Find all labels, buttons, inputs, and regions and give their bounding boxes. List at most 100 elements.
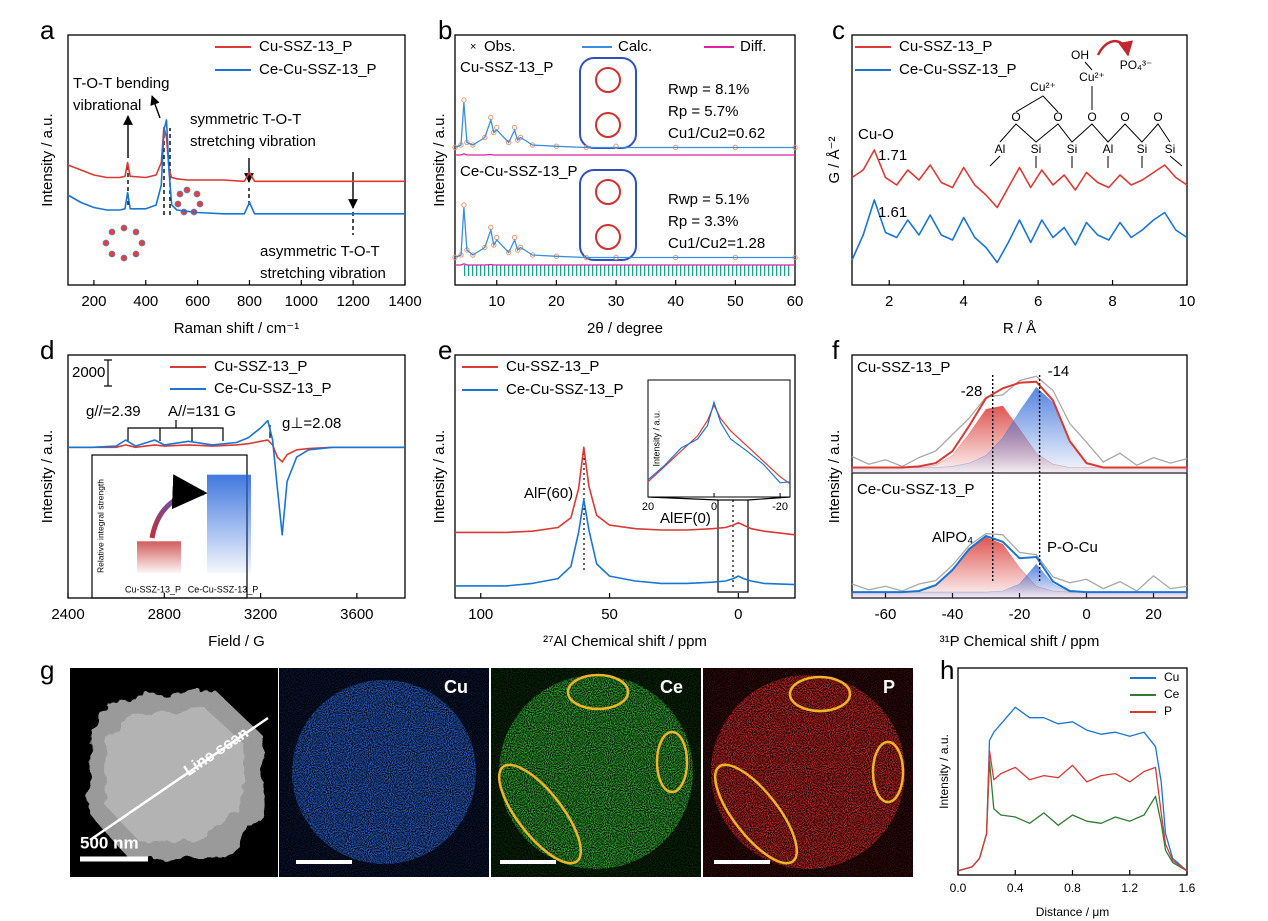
scale-bar-label: 500 nm (80, 833, 139, 852)
map-label: Cu (444, 677, 468, 697)
x-tick-label: 2400 (51, 606, 84, 623)
fit-envelope (852, 534, 1187, 594)
annotation: Rwp = 5.1% (668, 191, 749, 208)
x-tick-label: 800 (237, 293, 262, 310)
plot-frame (851, 34, 1188, 286)
raw-spectrum (851, 375, 1188, 468)
x-tick-label: 6 (1034, 293, 1042, 310)
x-tick-label: 0.8 (1064, 881, 1081, 895)
inset-frame (647, 379, 791, 498)
obs-point (452, 254, 458, 261)
bragg-positions (462, 265, 790, 276)
x-tick-label: 10 (488, 293, 505, 310)
series-line (68, 439, 405, 463)
raw-spectrum (851, 532, 1188, 592)
legend-label: P (1164, 704, 1172, 718)
obs-point (470, 142, 476, 148)
x-tick-label: 3200 (244, 606, 277, 623)
y-axis-label: G / Å⁻² (826, 136, 843, 183)
x-tick-label: 0 (1082, 606, 1090, 623)
series-line (67, 119, 405, 215)
obs-point (613, 143, 619, 149)
obs-point (482, 134, 488, 141)
inset-category: Ce-Cu-SSZ-13_P (188, 584, 259, 594)
y-axis-label: Intensity / a.u. (937, 734, 951, 809)
scheme-label: O (1011, 110, 1020, 124)
legend-label: Cu (1164, 670, 1179, 684)
y-axis-label: Intensity / a.u. (39, 430, 56, 523)
x-axis-label: 2θ / degree (587, 320, 663, 337)
x-tick-label: 20 (548, 293, 565, 310)
scheme-label: Al (995, 142, 1006, 156)
legend-label: Ce-Cu-SSZ-13_P (259, 61, 377, 78)
y-axis-label: Intensity / a.u. (39, 113, 56, 206)
panel-label: a (40, 15, 55, 45)
annotation: Rp = 3.3% (668, 213, 738, 230)
obs-point (461, 97, 467, 103)
legend-label: Obs. (484, 38, 516, 55)
y-axis-label: Intensity / a.u. (431, 113, 448, 206)
x-axis-label: Raman shift / cm⁻¹ (174, 320, 299, 337)
x-tick-label: 400 (133, 293, 158, 310)
legend-label: Cu-SSZ-13_P (899, 38, 992, 55)
x-tick-label: 1000 (285, 293, 318, 310)
scheme-label: Si (1137, 142, 1148, 156)
x-tick-label: 10 (1179, 293, 1196, 310)
annotation: AlEF(0) (660, 510, 711, 527)
obs-point (470, 252, 476, 258)
inset-bar (207, 474, 251, 573)
x-axis-label: ³¹P Chemical shift / ppm (940, 633, 1100, 650)
legend-label: Calc. (618, 38, 652, 55)
panel-label: d (40, 335, 54, 365)
inset-y-label: Intensity / a.u. (651, 410, 661, 466)
x-tick-label: 1400 (388, 293, 421, 310)
annotation: A//=131 G (168, 403, 236, 420)
x-tick-label: 30 (608, 293, 625, 310)
x-tick-label: 2 (885, 293, 893, 310)
series-line (68, 419, 405, 536)
x-tick-label: 8 (1108, 293, 1116, 310)
x-tick-label: 20 (1145, 606, 1162, 623)
annotation: Cu-O (858, 126, 894, 143)
x-tick-label: 50 (601, 606, 618, 623)
x-tick-label: -20 (1009, 606, 1031, 623)
x-tick-label: 200 (81, 293, 106, 310)
x-axis-label: ²⁷Al Chemical shift / ppm (543, 633, 707, 650)
x-tick-label: 0 (734, 606, 742, 623)
x-tick-label: 50 (727, 293, 744, 310)
annotation: Rwp = 8.1% (668, 81, 749, 98)
legend-swatch: × (470, 41, 476, 53)
x-tick-label: 60 (787, 293, 804, 310)
fit-envelope (852, 380, 1187, 469)
x-tick-label: -40 (942, 606, 964, 623)
panel-label: b (438, 15, 452, 45)
scheme-label: O (1053, 110, 1062, 124)
plot-frame (454, 34, 796, 286)
calc-line (454, 102, 795, 149)
x-axis-label: Field / G (208, 633, 265, 650)
panel-label: g (40, 655, 54, 685)
annotation: P-O-Cu (1047, 539, 1098, 556)
scheme-label: Cu²⁺ (1079, 70, 1105, 84)
annotation: g⊥=2.08 (282, 415, 341, 432)
legend-label: Ce-Cu-SSZ-13_P (214, 380, 332, 397)
scheme-bonds (989, 39, 1183, 168)
obs-point (461, 202, 467, 208)
legend-label: Ce-Cu-SSZ-13_P (506, 381, 624, 398)
x-tick-label: 4 (959, 293, 967, 310)
series-line (67, 126, 405, 183)
scheme-label: Al (1103, 142, 1114, 156)
annotation: vibrational (73, 97, 141, 114)
annotation: Rp = 5.7% (668, 103, 738, 120)
scheme-label: O (1087, 110, 1096, 124)
sample-label: Ce-Cu-SSZ-13_P (460, 163, 578, 180)
legend-label: Cu-SSZ-13_P (259, 38, 352, 55)
legend-label: Ce (1164, 687, 1180, 701)
obs-point (452, 144, 458, 151)
x-tick-label: 600 (185, 293, 210, 310)
scheme-label: PO₄³⁻ (1120, 58, 1153, 72)
x-axis-label: Distance / μm (1036, 905, 1110, 919)
map-label: Ce (660, 677, 683, 697)
sample-label: Ce-Cu-SSZ-13_P (857, 481, 975, 498)
